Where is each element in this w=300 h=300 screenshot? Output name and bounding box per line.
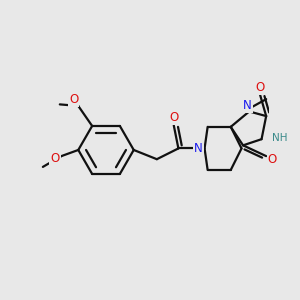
Text: N: N [243,99,252,112]
Text: O: O [169,111,178,124]
Text: O: O [51,152,60,165]
Text: O: O [268,153,277,166]
Text: NH: NH [272,133,288,142]
Text: O: O [69,93,78,106]
Text: N: N [194,142,203,155]
Text: O: O [255,81,265,94]
